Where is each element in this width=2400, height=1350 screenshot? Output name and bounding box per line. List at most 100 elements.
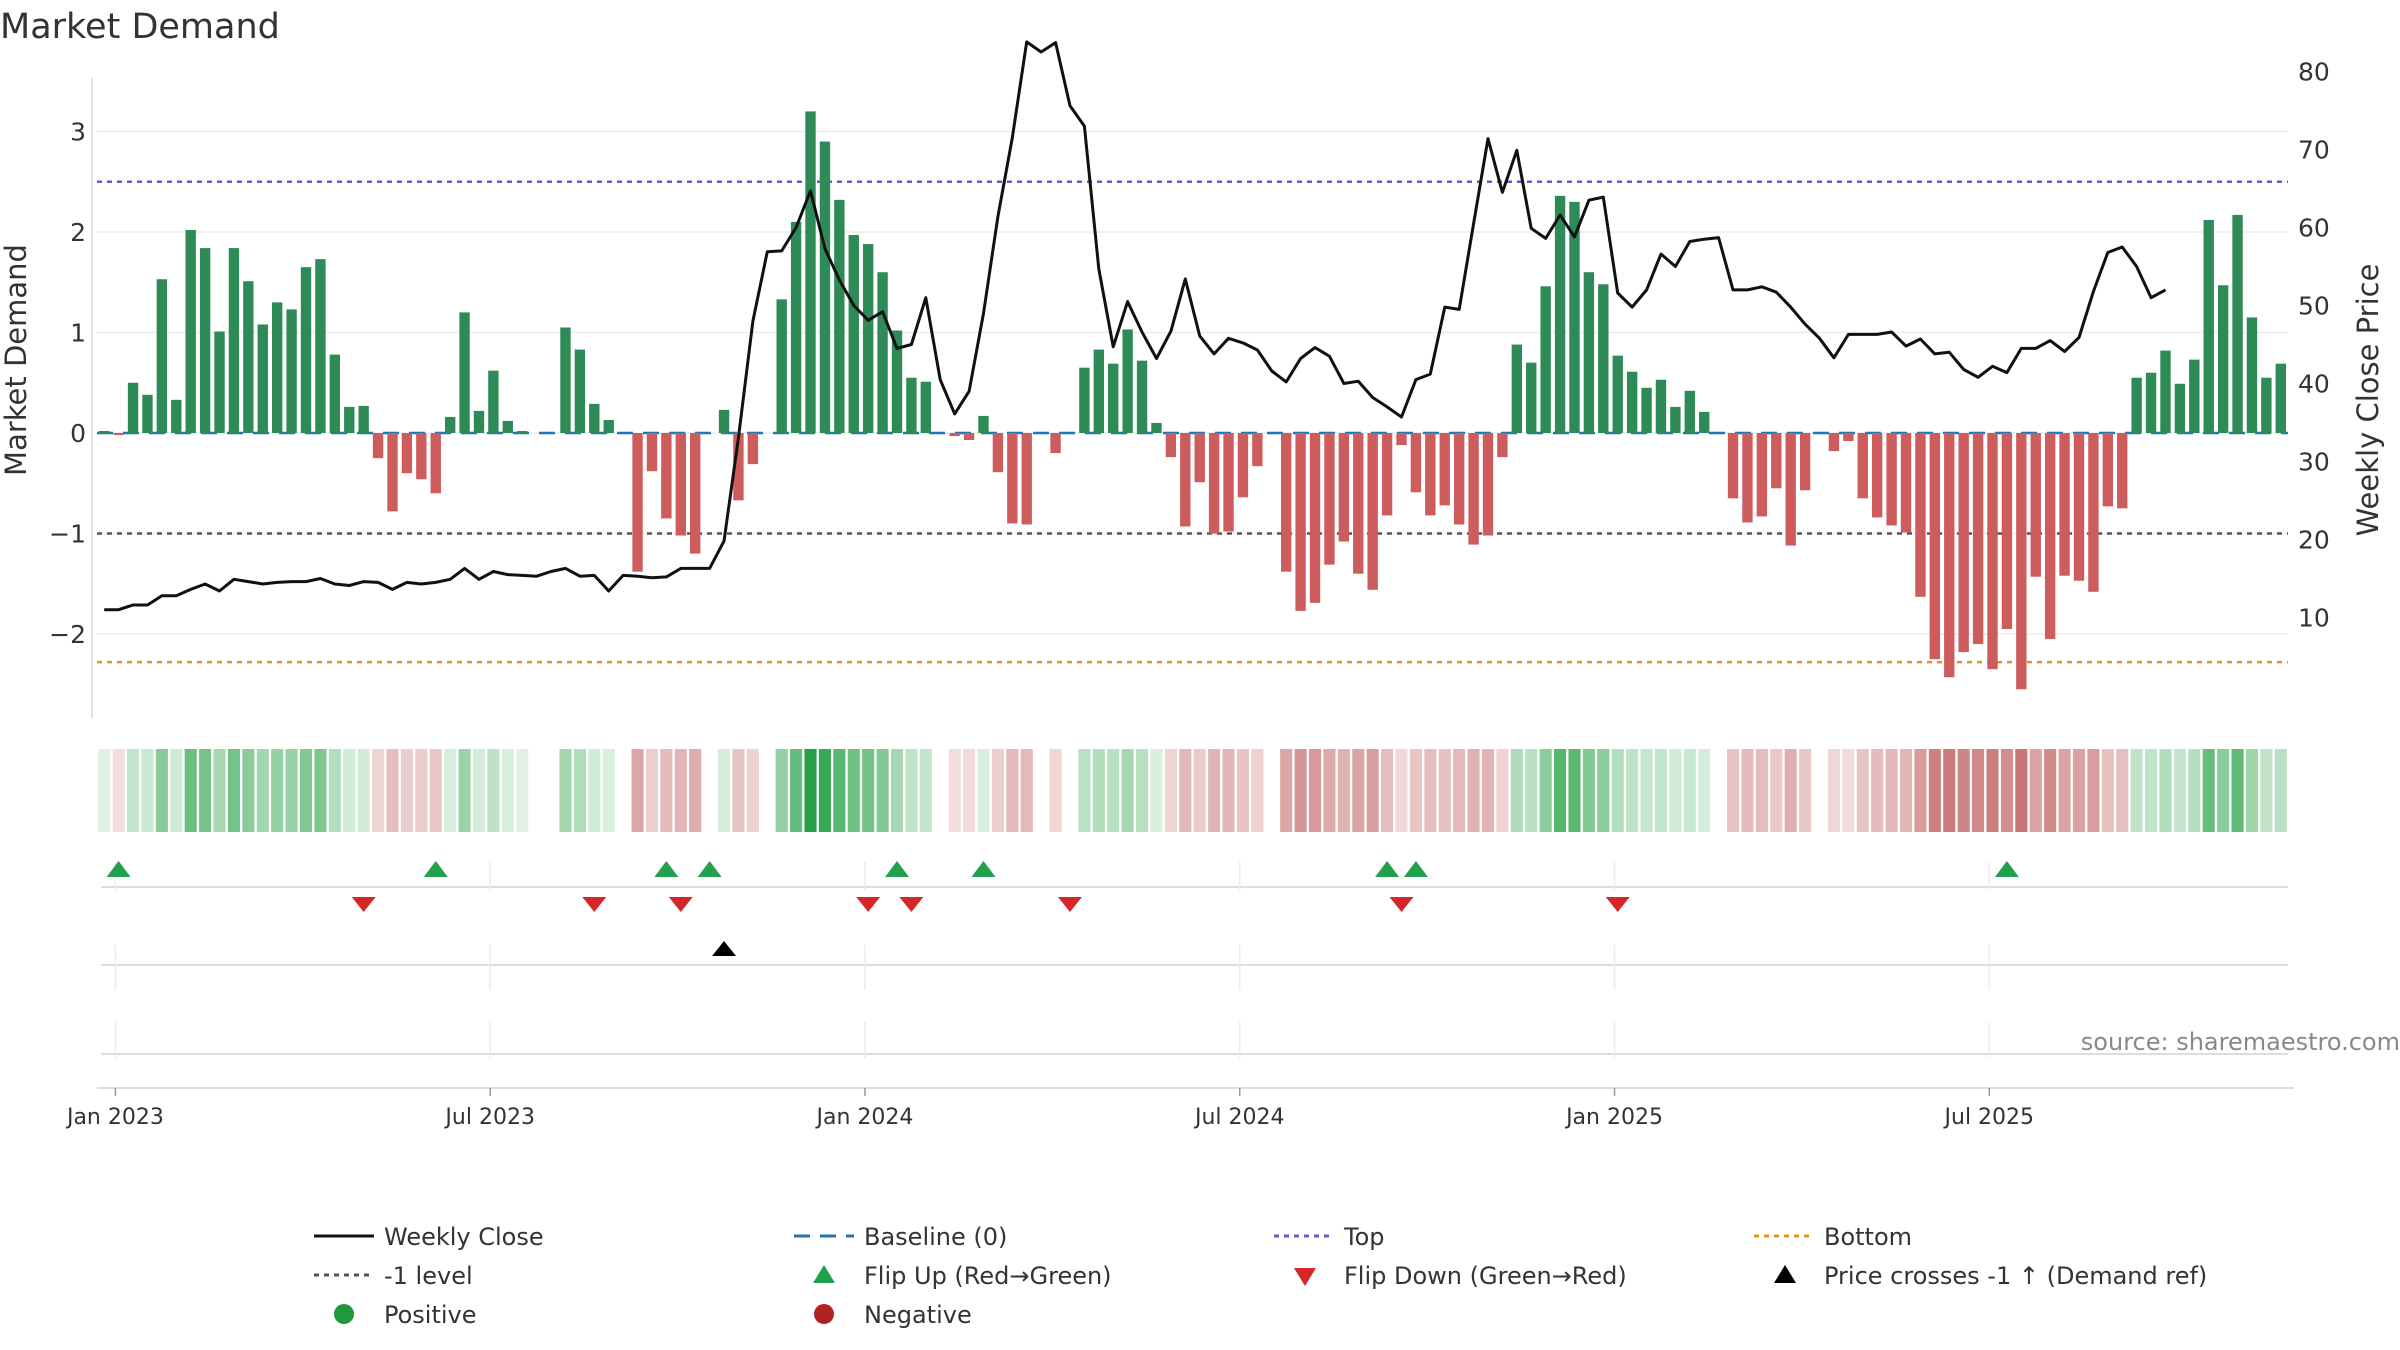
negative-bar	[1425, 433, 1436, 516]
positive-bar	[171, 399, 182, 433]
heat-cell	[1467, 749, 1480, 832]
heat-cell	[689, 749, 702, 832]
positive-bar	[488, 370, 499, 433]
heat-cell	[1236, 749, 1250, 832]
chart-title: Market Demand	[0, 7, 280, 47]
heat-cell	[1323, 749, 1336, 832]
negative-bar	[1295, 433, 1306, 611]
flip-up-marker	[1994, 861, 2019, 877]
heat-cell	[890, 749, 904, 832]
heat-cell	[1741, 749, 1754, 832]
negative-bar	[1381, 433, 1393, 516]
left-axis-label: Market Demand	[0, 244, 33, 476]
positive-bar	[1151, 422, 1162, 433]
heat-cell	[285, 749, 298, 832]
right-tick-label: 80	[2298, 58, 2330, 87]
heat-cell	[1928, 749, 1941, 832]
heat-cell	[1078, 749, 1091, 832]
right-tick-label: 60	[2298, 214, 2330, 243]
positive-bar	[315, 259, 326, 433]
flip-up-marker	[885, 861, 910, 877]
positive-bar	[1511, 344, 1523, 433]
heat-cell	[1914, 749, 1927, 832]
positive-bar	[300, 267, 312, 433]
flip-down-marker	[582, 897, 607, 912]
heat-cell	[2173, 749, 2186, 832]
heat-cell	[155, 749, 168, 832]
negative-bar	[372, 433, 384, 459]
heat-cell	[602, 749, 615, 832]
flip-up-marker	[1403, 861, 1428, 877]
heat-cell	[501, 749, 514, 832]
positive-bar	[2174, 383, 2186, 433]
heat-cell	[1611, 749, 1624, 832]
legend-positive-dot	[334, 1304, 354, 1324]
heat-cell	[1799, 749, 1812, 832]
left-tick-label: 3	[70, 118, 86, 147]
positive-bar	[444, 416, 456, 433]
flip-up-marker	[697, 861, 722, 877]
negative-bar	[1050, 433, 1061, 454]
heat-cell	[1842, 749, 1855, 832]
heat-cell	[2260, 749, 2273, 832]
heat-cell	[1698, 749, 1711, 832]
heat-cell	[1986, 749, 1999, 832]
heat-cell	[516, 749, 529, 832]
heat-cell	[1554, 749, 1567, 832]
negative-bar	[1439, 433, 1450, 506]
negative-bar	[1237, 433, 1249, 498]
negative-bar	[1324, 433, 1335, 565]
heat-cell	[1871, 749, 1884, 832]
legend-minus-one: -1 level	[384, 1262, 473, 1290]
positive-bar	[329, 354, 341, 433]
x-tick-label: Jul 2024	[1193, 1105, 1285, 1130]
positive-bar	[473, 410, 485, 433]
heat-cell	[141, 749, 154, 832]
negative-bar	[1886, 433, 1897, 526]
heat-cell	[372, 749, 385, 832]
positive-bar	[603, 419, 614, 433]
heat-cell	[1813, 749, 1826, 832]
negative-bar	[1468, 433, 1479, 545]
negative-bar	[1396, 433, 1407, 446]
heat-cell	[2116, 749, 2129, 832]
positive-bar	[286, 309, 297, 433]
negative-bar	[1482, 433, 1494, 536]
heat-cell	[573, 749, 586, 832]
heat-cell	[227, 749, 240, 832]
heat-cell	[717, 749, 731, 832]
negative-bar	[1958, 433, 1969, 653]
heat-cell	[2072, 749, 2086, 832]
negative-bar	[401, 433, 413, 474]
heat-cell	[761, 749, 774, 832]
heat-cell	[1208, 749, 1221, 832]
heat-cell	[1020, 749, 1033, 832]
heat-cell	[876, 749, 889, 832]
negative-bar	[1367, 433, 1378, 590]
negative-bar	[1785, 433, 1796, 546]
right-tick-label: 20	[2298, 526, 2330, 555]
heat-cell	[343, 749, 356, 832]
negative-bar	[632, 433, 643, 572]
heat-cell	[1164, 749, 1177, 832]
positive-bar	[776, 299, 787, 433]
heat-cell	[1150, 749, 1163, 832]
heat-cell	[2015, 749, 2028, 832]
negative-bar	[646, 433, 658, 472]
positive-bar	[142, 394, 153, 433]
positive-bar	[848, 235, 859, 433]
x-tick-label: Jul 2023	[443, 1105, 535, 1130]
positive-bar	[906, 377, 917, 433]
legend-flip-up: Flip Up (Red→Green)	[864, 1262, 1112, 1290]
positive-bar	[502, 420, 514, 433]
positive-bar	[127, 382, 139, 433]
positive-bar	[790, 221, 802, 433]
heat-cell	[1885, 749, 1898, 832]
legend-positive: Positive	[384, 1301, 477, 1329]
heat-cell	[588, 749, 601, 832]
negative-bar	[992, 433, 1004, 473]
negative-bar	[1828, 433, 1840, 452]
positive-bar	[1079, 367, 1090, 433]
